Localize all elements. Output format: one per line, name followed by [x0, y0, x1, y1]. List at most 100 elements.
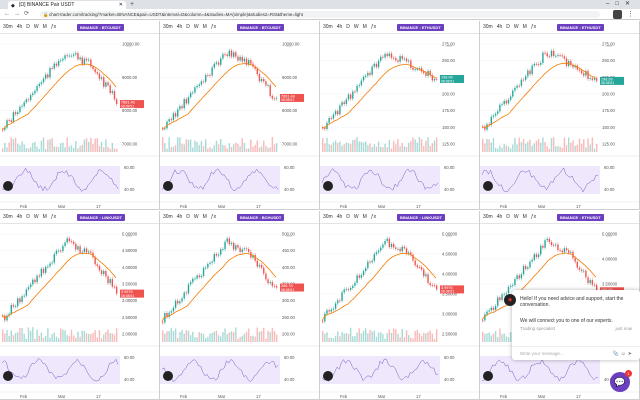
- interval-button-30m[interactable]: 30m: [323, 214, 333, 220]
- interval-button-30m[interactable]: 30m: [483, 214, 493, 220]
- interval-button-w[interactable]: W: [193, 24, 199, 30]
- indicators-icon[interactable]: ƒx: [530, 24, 537, 30]
- browser-tab[interactable]: ◆ [Ω] BINANCE Pair USDT ✕: [8, 1, 126, 9]
- more-icon[interactable]: ⋯: [286, 234, 292, 240]
- tab-close-icon[interactable]: ✕: [118, 2, 123, 8]
- interval-button-30m[interactable]: 30m: [3, 24, 13, 30]
- window-controls[interactable]: –□✕: [606, 1, 636, 7]
- interval-button-d[interactable]: D: [26, 24, 30, 30]
- price-chart[interactable]: 10000.00 9000.00 8000.00 7000.00 7861.4808:0…: [160, 34, 320, 210]
- symbol-badge[interactable]: BINANCE : BTCUSDT: [77, 24, 124, 31]
- symbol-badge[interactable]: BINANCE : ETHUSDT: [397, 24, 444, 31]
- extension-icon[interactable]: [613, 10, 622, 19]
- price-chart[interactable]: 500.00450.00400.00350.00300.00250.00200.…: [160, 224, 320, 400]
- interval-button-4h[interactable]: 4h: [16, 214, 23, 220]
- candle: [243, 248, 246, 250]
- url-input[interactable]: 🔒 chart-trader.com/tracking/?market=BINA…: [40, 11, 600, 18]
- interval-button-m[interactable]: M: [362, 214, 367, 220]
- symbol-badge[interactable]: BINANCE : ETHUSDT: [557, 214, 604, 221]
- candle: [6, 315, 8, 321]
- interval-button-w[interactable]: W: [33, 24, 39, 30]
- interval-button-30m[interactable]: 30m: [483, 24, 493, 30]
- interval-button-m[interactable]: M: [522, 214, 527, 220]
- indicators-icon[interactable]: ƒx: [370, 214, 377, 220]
- candle: [369, 72, 371, 75]
- more-icon[interactable]: ⋯: [286, 44, 292, 50]
- candle: [200, 81, 203, 85]
- indicators-icon[interactable]: ƒx: [50, 214, 57, 220]
- more-icon[interactable]: ⋯: [606, 44, 612, 50]
- interval-button-w[interactable]: W: [513, 214, 519, 220]
- interval-button-m[interactable]: M: [202, 214, 207, 220]
- indicators-icon[interactable]: ƒx: [50, 24, 57, 30]
- interval-button-4h[interactable]: 4h: [176, 214, 183, 220]
- price-chart[interactable]: 10000.00 9000.00 8000.00 7000.00 7861.4608:0…: [0, 34, 160, 210]
- x-tick-label: Feb: [20, 204, 28, 209]
- interval-button-w[interactable]: W: [353, 214, 359, 220]
- chat-input[interactable]: Write your message... 📎☺➤: [512, 346, 640, 360]
- volume-bar: [215, 140, 218, 152]
- interval-button-m[interactable]: M: [362, 24, 367, 30]
- indicators-icon[interactable]: ƒx: [530, 214, 537, 220]
- indicators-icon[interactable]: ƒx: [210, 24, 217, 30]
- candle: [410, 252, 412, 255]
- volume-bar: [589, 144, 591, 152]
- new-tab-icon[interactable]: +: [130, 1, 135, 8]
- interval-button-d[interactable]: D: [506, 214, 510, 220]
- more-icon[interactable]: ⋯: [126, 44, 132, 50]
- symbol-badge[interactable]: BINANCE : ETHUSDT: [557, 24, 604, 31]
- price-chart[interactable]: 5.00000 4.50000 4.00000 3.50000 3.00000 2.500…: [320, 224, 480, 400]
- interval-button-4h[interactable]: 4h: [176, 24, 183, 30]
- interval-button-m[interactable]: M: [522, 24, 527, 30]
- rsi-band: [160, 166, 280, 194]
- menu-icon[interactable]: ⋮: [627, 11, 634, 18]
- more-icon[interactable]: ⋯: [446, 44, 452, 50]
- nav-buttons[interactable]: ←→⟳: [4, 11, 34, 17]
- interval-button-w[interactable]: W: [33, 214, 39, 220]
- interval-button-m[interactable]: M: [42, 214, 47, 220]
- interval-button-d[interactable]: D: [506, 24, 510, 30]
- candle: [252, 63, 254, 67]
- interval-button-d[interactable]: D: [186, 214, 190, 220]
- chat-launcher-button[interactable]: 💬 1: [610, 370, 632, 392]
- indicators-icon[interactable]: ƒx: [370, 24, 377, 30]
- more-icon[interactable]: ⋯: [606, 234, 612, 240]
- interval-button-30m[interactable]: 30m: [163, 214, 173, 220]
- interval-button-w[interactable]: W: [353, 24, 359, 30]
- price-chart[interactable]: 275.00250.00225.00200.00175.00150.00125.…: [320, 34, 480, 210]
- interval-button-d[interactable]: D: [346, 214, 350, 220]
- symbol-badge[interactable]: BINANCE : LINKUSDT: [397, 214, 445, 221]
- rsi-tick-label: 60.00: [124, 165, 135, 170]
- more-icon[interactable]: ⋯: [126, 234, 132, 240]
- price-chart[interactable]: 5.00000 4.50000 4.00000 3.50000 3.00000 2.500…: [0, 224, 160, 400]
- interval-button-4h[interactable]: 4h: [336, 24, 343, 30]
- chat-action-icons[interactable]: 📎☺➤: [612, 351, 634, 357]
- symbol-badge[interactable]: BINANCE : BTCUSDT: [237, 24, 284, 31]
- price-chart[interactable]: 275.00250.00225.00200.00175.00150.00125.…: [480, 34, 640, 210]
- indicators-icon[interactable]: ƒx: [210, 214, 217, 220]
- interval-button-30m[interactable]: 30m: [3, 214, 13, 220]
- more-icon[interactable]: ⋯: [446, 234, 452, 240]
- symbol-badge[interactable]: BINANCE : LINKUSDT: [77, 214, 125, 221]
- interval-button-w[interactable]: W: [193, 214, 199, 220]
- interval-button-m[interactable]: M: [42, 24, 47, 30]
- interval-button-d[interactable]: D: [186, 24, 190, 30]
- interval-button-4h[interactable]: 4h: [16, 24, 23, 30]
- interval-button-30m[interactable]: 30m: [323, 24, 333, 30]
- interval-button-m[interactable]: M: [202, 24, 207, 30]
- symbol-badge[interactable]: BINANCE : BCHUSDT: [237, 214, 285, 221]
- interval-button-w[interactable]: W: [513, 24, 519, 30]
- interval-button-d[interactable]: D: [26, 214, 30, 220]
- interval-button-30m[interactable]: 30m: [163, 24, 173, 30]
- interval-button-4h[interactable]: 4h: [496, 24, 503, 30]
- interval-button-d[interactable]: D: [346, 24, 350, 30]
- interval-button-4h[interactable]: 4h: [496, 214, 503, 220]
- interval-button-4h[interactable]: 4h: [336, 214, 343, 220]
